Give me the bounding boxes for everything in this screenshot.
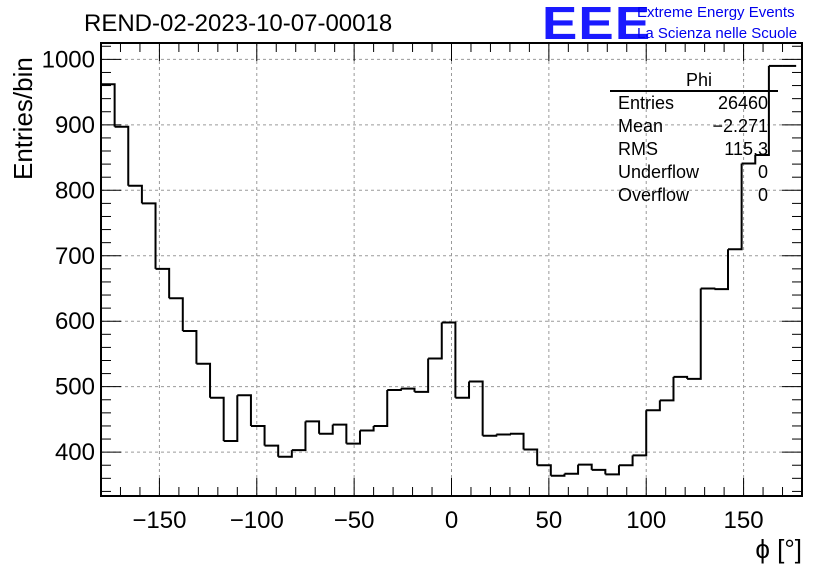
- stats-value: 0: [757, 162, 768, 182]
- histogram-bin: [564, 464, 580, 475]
- stats-row-entries: Entries 26460: [610, 92, 778, 115]
- histogram-bin: [673, 375, 689, 379]
- histogram-bin: [509, 432, 525, 450]
- y-tick-label: 1000: [42, 46, 95, 73]
- histogram-bin: [741, 154, 757, 165]
- histogram-bin: [373, 389, 389, 427]
- histogram-bin: [141, 202, 157, 269]
- histogram-bin: [428, 322, 443, 360]
- histogram-bin: [455, 381, 471, 399]
- histogram-bin: [169, 297, 184, 332]
- histogram-bin: [359, 425, 375, 432]
- histogram-bin: [101, 83, 116, 127]
- stats-label: Entries: [618, 93, 675, 113]
- histogram-bin: [291, 421, 307, 452]
- histogram-bin: [537, 464, 552, 476]
- histogram-bin: [469, 380, 484, 436]
- histogram-bin: [523, 448, 539, 466]
- logo-line-1: Extreme Energy Events: [637, 4, 795, 21]
- stats-box: Phi Entries 26460 Mean −2.271 RMS 115.3 …: [610, 70, 778, 207]
- y-tick-label: 900: [55, 112, 95, 139]
- y-tick-label: 700: [55, 243, 95, 270]
- stats-value: −2.271: [712, 116, 768, 136]
- histogram-bin: [441, 321, 457, 398]
- stats-value: 26460: [717, 93, 768, 113]
- histogram-bin: [155, 267, 171, 299]
- x-tick-label: 0: [445, 507, 458, 534]
- stats-row-underflow: Underflow 0: [610, 161, 778, 184]
- histogram-bin: [700, 287, 716, 290]
- stats-row-rms: RMS 115.3: [610, 138, 778, 161]
- histogram-bin: [387, 388, 402, 391]
- stats-value: 115.3: [724, 139, 768, 159]
- histogram-bin: [114, 125, 130, 186]
- histogram-bin: [237, 394, 252, 426]
- x-tick-label: 100: [626, 507, 666, 534]
- histogram-series: [101, 64, 797, 477]
- histogram-bin: [305, 420, 321, 434]
- histogram-bin: [196, 362, 212, 398]
- y-tick-label: 500: [55, 374, 95, 401]
- histogram-bin: [223, 395, 239, 443]
- y-tick-label: 400: [55, 439, 95, 466]
- histogram-bin: [414, 358, 430, 393]
- histogram-bin: [250, 424, 266, 446]
- histogram-bin: [755, 65, 770, 156]
- histogram-bin: [728, 163, 743, 251]
- y-axis-label: Entries/bin: [8, 57, 38, 180]
- histogram-bin: [182, 330, 198, 364]
- histogram-bin: [210, 396, 225, 442]
- stats-label: Mean: [618, 116, 664, 136]
- histogram-bin: [482, 434, 498, 437]
- axis-ticks: [100, 43, 803, 496]
- logo-line-2: La Scienza nelle Scuole: [637, 25, 798, 42]
- x-tick-label: −150: [132, 507, 186, 534]
- stats-title: Phi: [685, 70, 712, 90]
- histogram-bin: [591, 468, 607, 475]
- stats-row-mean: Mean −2.271: [610, 115, 778, 138]
- histogram-bin: [659, 376, 675, 402]
- histogram-bin: [332, 423, 348, 444]
- histogram-bin: [605, 465, 620, 476]
- chart-title: REND-02-2023-10-07-00018: [84, 10, 393, 37]
- histogram-bin: [578, 463, 593, 470]
- x-axis-label: ϕ [°]: [755, 534, 802, 564]
- stats-label: Overflow: [618, 185, 690, 205]
- histogram-bin: [400, 387, 416, 392]
- y-tick-label: 600: [55, 308, 95, 335]
- stats-row-overflow: Overflow 0: [610, 184, 778, 207]
- x-tick-label: 50: [536, 507, 563, 534]
- x-tick-label: −50: [334, 507, 375, 534]
- stats-divider: [610, 90, 778, 92]
- histogram-bin: [264, 444, 280, 457]
- x-tick-label: 150: [724, 507, 764, 534]
- histogram-bin: [714, 249, 730, 291]
- grid-lines: [101, 43, 802, 496]
- stats-value: 0: [757, 185, 768, 205]
- axis-tick-labels: −150 −100 −50 0 50 100 150 400 500 600 700 800 900 10…: [42, 46, 764, 534]
- histogram-bin: [618, 455, 634, 467]
- y-tick-label: 800: [55, 177, 95, 204]
- histogram-bin: [632, 410, 648, 457]
- eee-logo: EEE: [542, 0, 652, 49]
- stats-label: Underflow: [618, 162, 700, 182]
- stats-label: RMS: [618, 139, 658, 159]
- histogram-bin: [128, 184, 143, 204]
- histogram-bin: [496, 433, 511, 436]
- histogram-bin: [687, 288, 702, 380]
- histogram-bin: [646, 400, 661, 412]
- histogram-bin: [550, 473, 566, 477]
- histogram-bin: [278, 450, 293, 458]
- x-tick-label: −100: [230, 507, 284, 534]
- histogram-bin: [319, 424, 334, 435]
- histogram-bin: [346, 430, 361, 445]
